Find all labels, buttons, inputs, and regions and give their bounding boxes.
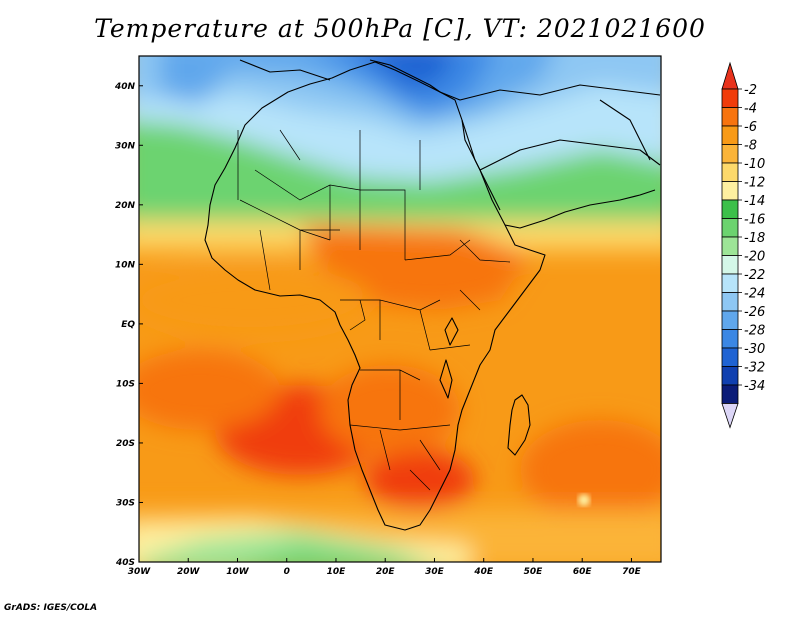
colorbar-swatch — [721, 88, 739, 108]
lon-tick-label: 30E — [425, 567, 445, 577]
colorbar-label: -6 — [744, 120, 757, 135]
colorbar-swatch — [721, 292, 739, 312]
colorbar-label: -26 — [744, 305, 765, 320]
coastline — [204, 59, 661, 531]
lat-tick-label: 10N — [115, 260, 136, 270]
lat-tick-label: 20N — [115, 201, 136, 211]
colorbar-swatch — [721, 107, 739, 127]
lon-tick-label: 30W — [128, 567, 152, 577]
colorbar-label: -4 — [744, 102, 757, 117]
colorbar-swatch — [721, 199, 739, 219]
colorbar-swatch — [721, 273, 739, 293]
lat-tick-label: 40S — [115, 558, 135, 568]
colorbar-label: -18 — [744, 231, 765, 246]
colorbar-label: -14 — [744, 194, 765, 209]
colorbar-bottom-arrow — [721, 403, 739, 429]
colorbar-swatch — [721, 255, 739, 275]
colorbar-label: -2 — [744, 83, 757, 98]
colorbar-label: -28 — [744, 324, 765, 339]
colorbar-label: -12 — [744, 176, 765, 191]
colorbar-swatch — [721, 181, 739, 201]
colorbar-swatch — [721, 310, 739, 330]
lon-tick-label: 10W — [226, 567, 250, 577]
grads-credit: GrADS: IGES/COLA — [4, 603, 98, 613]
colorbar-swatch — [721, 347, 739, 367]
colorbar-label: -8 — [744, 139, 757, 154]
colorbar-label: -24 — [744, 287, 765, 302]
colorbar-swatch — [721, 144, 739, 164]
colorbar-swatch — [721, 125, 739, 145]
colorbar-swatch — [721, 236, 739, 256]
lon-tick-label: 20E — [376, 567, 396, 577]
lon-tick-label: 40E — [473, 567, 494, 577]
lon-tick-label: 20W — [177, 567, 201, 577]
country-borders — [237, 129, 511, 491]
lat-tick-label: EQ — [121, 320, 135, 330]
colorbar: -2 -4 -6 -8 -10 -12 -14 -16 -18 -20 -22 -24 -26 -28 -3… — [721, 61, 765, 429]
chart-title: Temperature at 500hPa [C], VT: 202102160… — [94, 14, 706, 43]
colorbar-label: -20 — [744, 250, 765, 265]
lat-tick-label: 10S — [116, 379, 135, 389]
colorbar-label: -32 — [744, 361, 765, 376]
colorbar-label: -30 — [744, 342, 765, 357]
axis-ticks: 30W 20W 10W 0 10E 20E 30E 40E 50E 60E 70E 40N 30N 20N… — [114, 82, 642, 577]
colorbar-label: -34 — [744, 379, 765, 394]
lon-tick-label: 10E — [327, 567, 347, 577]
lon-tick-label: 0 — [284, 567, 290, 577]
lon-tick-label: 70E — [622, 567, 642, 577]
colorbar-label: -16 — [744, 213, 765, 228]
plot-frame — [138, 55, 662, 563]
colorbar-top-arrow — [721, 61, 739, 90]
lon-tick-label: 50E — [524, 567, 544, 577]
lat-tick-label: 40N — [114, 82, 136, 92]
colorbar-swatch — [721, 384, 739, 404]
lat-tick-label: 20S — [116, 439, 135, 449]
lat-tick-label: 30N — [115, 141, 136, 151]
lon-tick-label: 60E — [573, 567, 593, 577]
temperature-field — [139, 56, 661, 562]
colorbar-label: -22 — [744, 268, 765, 283]
colorbar-swatch — [721, 162, 739, 182]
lat-tick-label: 30S — [116, 498, 135, 508]
colorbar-label: -10 — [744, 157, 765, 172]
colorbar-swatch — [721, 366, 739, 386]
colorbar-swatch — [721, 218, 739, 238]
colorbar-swatch — [721, 329, 739, 349]
